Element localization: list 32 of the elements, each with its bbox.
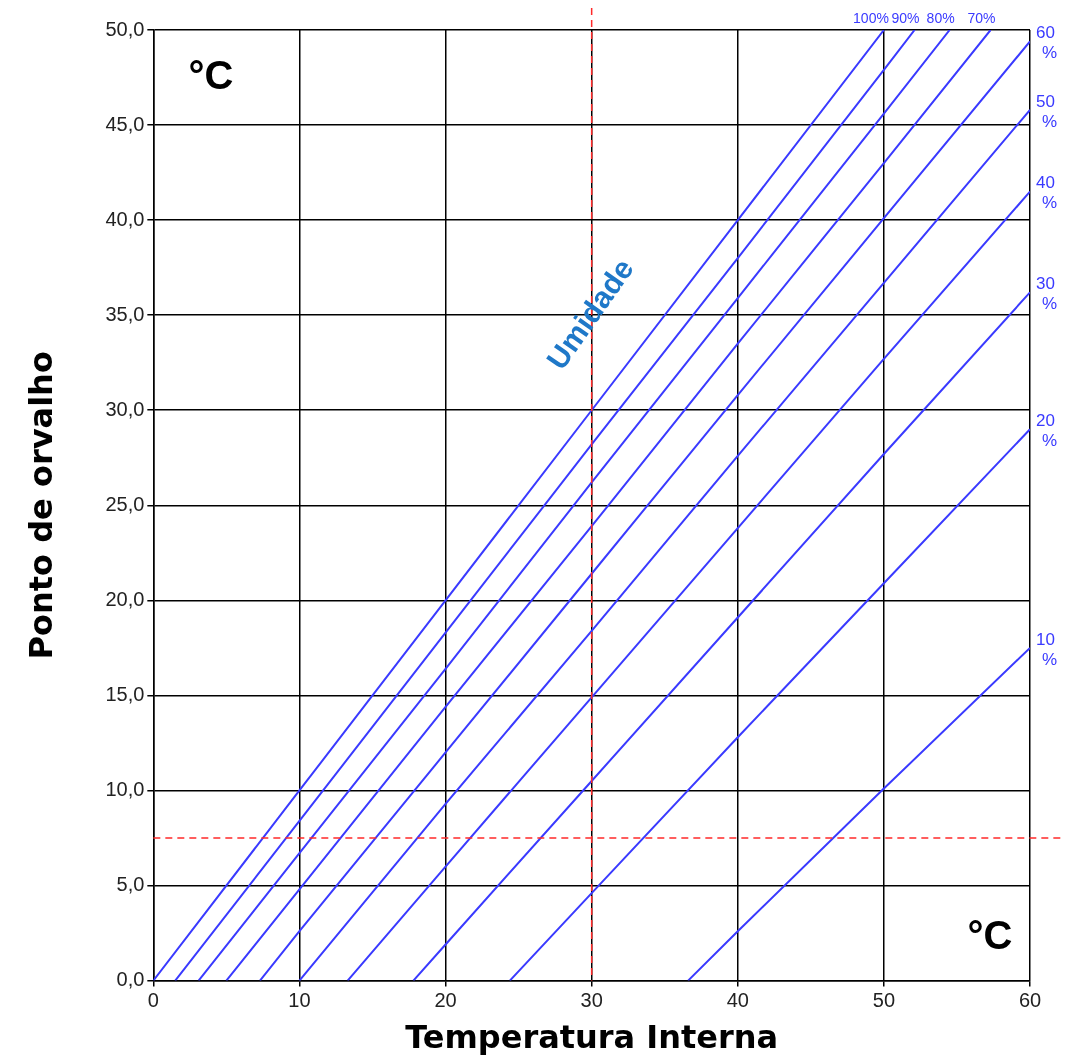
x-tick-label: 30 [580, 989, 603, 1012]
series-label: 100% [853, 9, 889, 26]
x-axis-title: Temperatura Interna [405, 1018, 779, 1057]
x-tick-label: 40 [726, 989, 749, 1012]
series-label: 30 % [1036, 274, 1058, 314]
y-tick-label: 35,0 [105, 302, 145, 325]
y-tick-label: 40,0 [105, 207, 145, 230]
x-tick-label: 50 [872, 989, 896, 1012]
y-tick-label: 5,0 [116, 873, 145, 896]
series-label: 40 % [1036, 173, 1058, 213]
y-axis-title: Ponto de orvalho [21, 351, 60, 660]
y-tick-label: 15,0 [105, 682, 145, 705]
series-label: 90% [891, 9, 920, 26]
y-tick-label: 30,0 [105, 397, 145, 420]
series-label: 20 % [1036, 410, 1058, 450]
series-label: 10 % [1036, 629, 1058, 669]
x-tick-label: 10 [288, 989, 311, 1012]
series-label: 70% [967, 9, 996, 26]
x-tick-label: 60 [1018, 989, 1042, 1012]
series-label: 80% [926, 9, 955, 26]
y-tick-label: 0,0 [116, 968, 145, 991]
y-tick-label: 20,0 [105, 587, 145, 610]
x-tick-label: 20 [434, 989, 457, 1012]
series-label: 50 % [1036, 91, 1058, 131]
series-label: 60 % [1036, 23, 1058, 63]
y-tick-label: 45,0 [105, 112, 145, 135]
annotation: °C [188, 52, 234, 97]
annotation: °C [967, 912, 1013, 957]
x-tick-label: 0 [147, 989, 159, 1012]
y-tick-label: 50,0 [105, 17, 145, 40]
y-tick-label: 10,0 [105, 778, 145, 800]
y-tick-label: 25,0 [105, 492, 145, 515]
